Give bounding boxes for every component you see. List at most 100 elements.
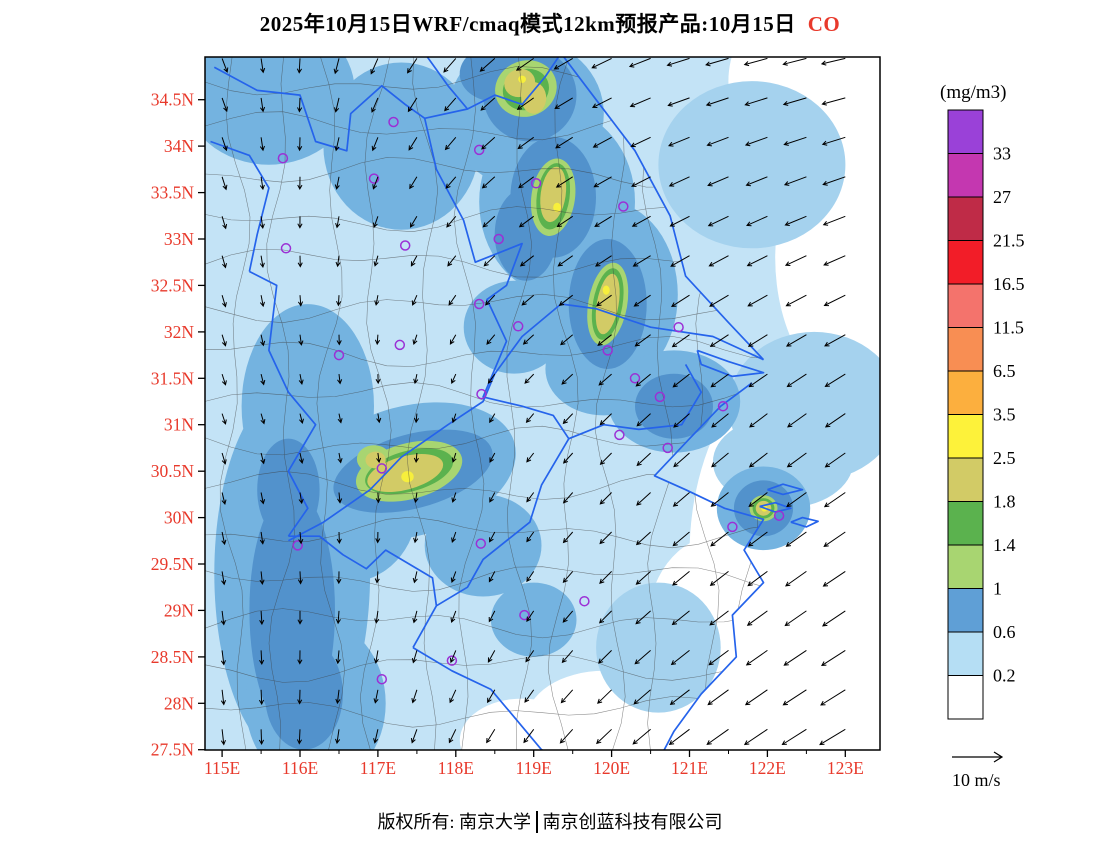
wind-arrow [599, 492, 612, 505]
wind-arrow [748, 452, 768, 468]
wind-arrow [632, 728, 651, 745]
concentration-blob [602, 285, 610, 295]
wind-arrow [597, 689, 612, 704]
wind-arrow [413, 492, 419, 504]
wind-arrow [599, 452, 612, 465]
wind-arrow [522, 334, 535, 345]
footer: 版权所有: 南京大学 南京创蓝科技有限公司 [0, 808, 1100, 834]
wind-arrow [412, 334, 418, 345]
station-marker [727, 521, 738, 533]
station-marker [530, 178, 542, 189]
wind-arrow [631, 176, 651, 187]
species-label: CO [807, 12, 841, 36]
wind-arrow [444, 136, 457, 151]
lat-axis-label: 32.5N [151, 275, 195, 295]
wind-arrow [259, 571, 265, 585]
wind-arrow [746, 610, 768, 626]
wind-arrow [633, 294, 651, 307]
wind-arrow [335, 729, 341, 745]
wind-arrow [449, 689, 457, 704]
wind-arrow [745, 176, 768, 187]
wind-arrow [488, 610, 496, 623]
wind-arrow [786, 373, 807, 388]
wind-arrow [822, 215, 846, 226]
province-boundary [467, 57, 560, 110]
station-marker [399, 240, 411, 251]
concentration-blob [401, 471, 414, 483]
wind-arrow [297, 255, 303, 268]
wind-arrow [298, 374, 304, 385]
wind-arrow [599, 413, 612, 426]
wind-arrow [628, 57, 651, 68]
wind-arrow [221, 373, 227, 386]
wind-arrow [708, 255, 729, 267]
lat-axis-label: 29.5N [151, 554, 195, 574]
wind-arrow [824, 334, 846, 347]
wind-arrow [598, 650, 612, 664]
wind-arrow [559, 728, 574, 744]
wind-arrow [335, 689, 341, 705]
wind-arrow [562, 571, 574, 583]
wind-arrow [375, 374, 381, 385]
wind-arrow [258, 689, 265, 706]
wind-arrow [451, 413, 457, 424]
wind-arrow [259, 650, 265, 666]
wind-arrow [480, 97, 496, 111]
station-marker [277, 152, 289, 164]
wind-arrow [558, 294, 574, 306]
concentration-blob [553, 202, 561, 212]
wind-arrow [636, 413, 651, 427]
wind-arrow [669, 215, 690, 227]
wind-arrow [451, 492, 457, 503]
wind-arrow [374, 334, 381, 346]
wind-arrow [526, 610, 535, 622]
province-boundary [653, 382, 765, 750]
wind-arrow [335, 610, 341, 625]
wind-arrow [521, 294, 535, 306]
lon-axis-label: 115E [204, 758, 240, 778]
concentration-blob [658, 81, 846, 249]
wind-arrow [486, 334, 496, 345]
colorbar-label: 0.6 [993, 622, 1016, 642]
lon-axis-label: 118E [438, 758, 474, 778]
wind-arrow [298, 492, 304, 505]
wind-arrow [447, 255, 457, 267]
wind-arrow [374, 295, 380, 306]
wind-arrow [821, 649, 846, 666]
wind-arrow [450, 571, 457, 583]
wind-arrow [562, 452, 574, 464]
wind-arrow [448, 294, 457, 306]
wind-arrow [371, 137, 379, 152]
footer-divider [536, 811, 538, 833]
wind-arrow [451, 452, 457, 463]
wind-arrow [598, 610, 612, 624]
wind-arrow [823, 255, 846, 266]
wind-arrow [782, 57, 807, 66]
concentration-blob [424, 494, 542, 597]
wind-arrow [334, 137, 340, 152]
wind-arrow [373, 255, 379, 267]
wind-scale: 10 m/s [952, 751, 1004, 790]
colorbar-label: 2.5 [993, 448, 1016, 468]
wind-arrow [634, 334, 651, 347]
colorbar-segment [947, 414, 984, 459]
wind-arrow [783, 136, 807, 146]
lon-axis-label: 123E [827, 758, 864, 778]
wind-arrow [561, 650, 574, 664]
wind-arrow [597, 334, 612, 346]
wind-arrow [336, 571, 342, 585]
wind-arrow [672, 373, 690, 388]
wind-arrow [710, 531, 729, 547]
concentration-blob [596, 582, 721, 713]
wind-arrow [413, 373, 419, 385]
wind-arrow [782, 689, 807, 706]
wind-arrow [705, 97, 729, 107]
wind-arrow [553, 57, 573, 70]
wind-arrow [337, 413, 343, 424]
colorbar-label: 33 [993, 144, 1011, 164]
wind-arrow [221, 295, 227, 308]
lat-axis-label: 27.5N [151, 740, 195, 760]
wind-arrow [450, 610, 457, 623]
wind-arrow [407, 58, 418, 74]
colorbar-segment [947, 457, 984, 502]
